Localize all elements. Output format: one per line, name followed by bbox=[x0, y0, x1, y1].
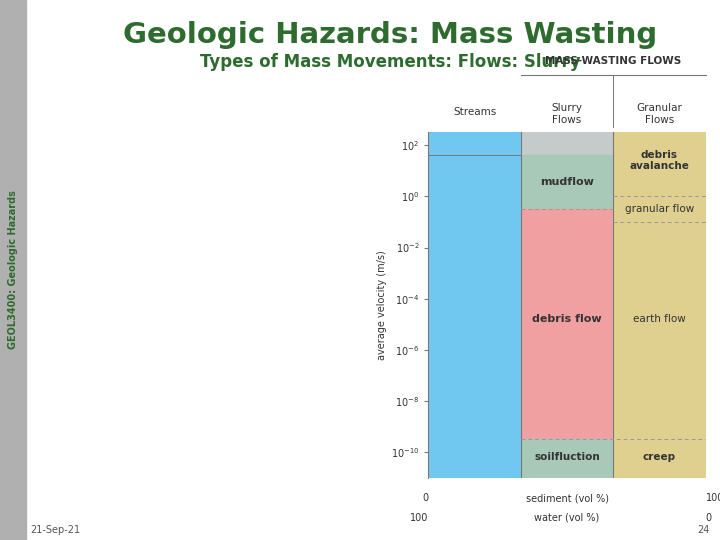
Text: mudflow: mudflow bbox=[540, 177, 594, 187]
Text: 24: 24 bbox=[698, 525, 710, 535]
Text: 21-Sep-21: 21-Sep-21 bbox=[30, 525, 80, 535]
Text: 0: 0 bbox=[706, 512, 712, 523]
Bar bbox=[521, 132, 613, 156]
Text: granular flow: granular flow bbox=[625, 204, 694, 214]
Text: Geologic Hazards: Mass Wasting: Geologic Hazards: Mass Wasting bbox=[123, 21, 657, 49]
Text: Slurry
Flows: Slurry Flows bbox=[552, 103, 582, 125]
Text: debris flow: debris flow bbox=[532, 314, 602, 324]
Bar bbox=[521, 209, 613, 440]
Text: GEOL3400: Geologic Hazards: GEOL3400: Geologic Hazards bbox=[8, 191, 18, 349]
Text: creep: creep bbox=[643, 453, 676, 462]
Text: Types of Mass Movements: Flows: Slurry: Types of Mass Movements: Flows: Slurry bbox=[199, 53, 580, 71]
Text: 100: 100 bbox=[706, 494, 720, 503]
Text: MASS-WASTING FLOWS: MASS-WASTING FLOWS bbox=[545, 56, 681, 66]
Text: water (vol %): water (vol %) bbox=[534, 512, 600, 523]
Text: 0: 0 bbox=[422, 494, 428, 503]
Bar bbox=[428, 132, 521, 478]
Bar bbox=[521, 156, 613, 209]
Text: Granular
Flows: Granular Flows bbox=[636, 103, 683, 125]
Text: sediment (vol %): sediment (vol %) bbox=[526, 494, 608, 503]
Bar bbox=[613, 132, 706, 478]
Text: soilfluction: soilfluction bbox=[534, 453, 600, 462]
Bar bbox=[521, 440, 613, 478]
Text: debris
avalanche: debris avalanche bbox=[629, 150, 689, 171]
Text: 100: 100 bbox=[410, 512, 428, 523]
Text: earth flow: earth flow bbox=[633, 314, 685, 324]
Bar bbox=[0, 0, 26, 540]
Text: Streams: Streams bbox=[453, 107, 496, 117]
Y-axis label: average velocity (m/s): average velocity (m/s) bbox=[377, 250, 387, 360]
